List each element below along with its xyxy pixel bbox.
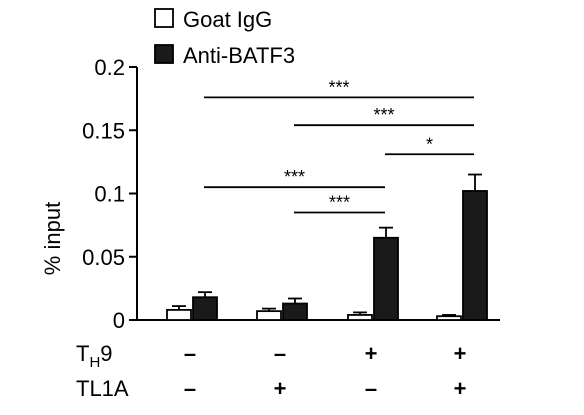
y-tick-label: 0.1 [94, 182, 125, 207]
significance-label: *** [284, 167, 305, 187]
legend: Goat IgG Anti-BATF3 [154, 7, 295, 68]
condition-value: – [365, 376, 377, 401]
significance-label: *** [329, 192, 350, 212]
significance-brackets: ************* [204, 77, 474, 214]
significance-label: *** [373, 105, 394, 125]
condition-value: – [184, 376, 196, 401]
bar [282, 302, 308, 321]
bar [462, 190, 488, 321]
bar [192, 296, 218, 321]
legend-swatch [154, 44, 174, 64]
y-tick-label: 0.2 [94, 55, 125, 80]
condition-value: + [365, 341, 378, 366]
y-axis-title: % input [40, 202, 65, 275]
legend-label: Anti-BATF3 [183, 43, 295, 68]
bar [373, 236, 399, 321]
condition-value: + [274, 376, 287, 401]
y-tick-label: 0.05 [82, 245, 125, 270]
axes: 0 0.05 0.1 0.15 0.2 % input [40, 55, 500, 333]
bar [347, 314, 373, 321]
legend-label: Goat IgG [183, 7, 272, 32]
bar [436, 315, 462, 321]
condition-value: – [274, 341, 286, 366]
condition-row-label: TH9 [76, 341, 113, 371]
condition-value: + [454, 376, 467, 401]
bar [166, 308, 192, 321]
condition-value: – [184, 341, 196, 366]
condition-row-label: TL1A [76, 376, 129, 401]
significance-label: *** [328, 77, 349, 97]
y-tick-label: 0.15 [82, 118, 125, 143]
bars [166, 173, 488, 321]
condition-table: TH9 TL1A – – + + – + – + [76, 341, 466, 401]
legend-swatch [154, 8, 174, 28]
condition-value: + [454, 341, 467, 366]
y-tick-label: 0 [113, 308, 125, 333]
bar [256, 310, 282, 321]
significance-label: * [426, 134, 433, 154]
